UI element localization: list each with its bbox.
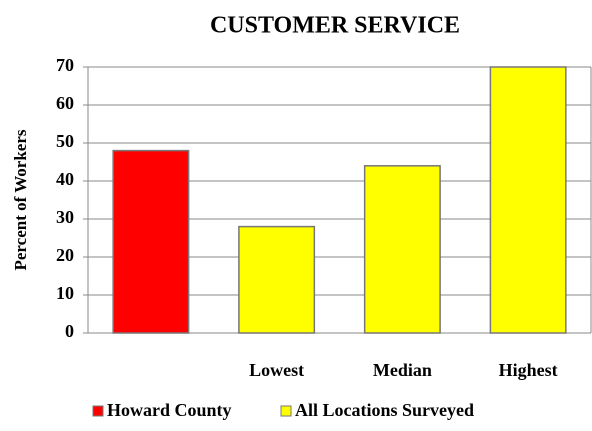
y-tick-label: 10 (56, 283, 74, 303)
legend-label: Howard County (107, 400, 232, 420)
y-axis-label: Percent of Workers (11, 129, 30, 270)
bar (363, 165, 441, 334)
legend-label: All Locations Surveyed (295, 400, 474, 420)
y-tick-label: 50 (56, 131, 74, 151)
chart-title: CUSTOMER SERVICE (210, 13, 460, 39)
y-tick-label: 60 (56, 93, 74, 113)
x-tick-label: Highest (499, 360, 558, 380)
legend-swatch (92, 405, 104, 417)
x-tick-label: Lowest (249, 360, 304, 380)
y-tick-label: 0 (65, 321, 74, 341)
legend-swatch (280, 405, 292, 417)
y-tick-label: 30 (56, 207, 74, 227)
x-tick-label: Median (373, 360, 432, 380)
bar (489, 66, 567, 334)
bar (112, 149, 190, 334)
bar (238, 225, 316, 334)
y-tick-label: 40 (56, 169, 74, 189)
y-tick-label: 70 (56, 55, 74, 75)
y-tick-label: 20 (56, 245, 74, 265)
